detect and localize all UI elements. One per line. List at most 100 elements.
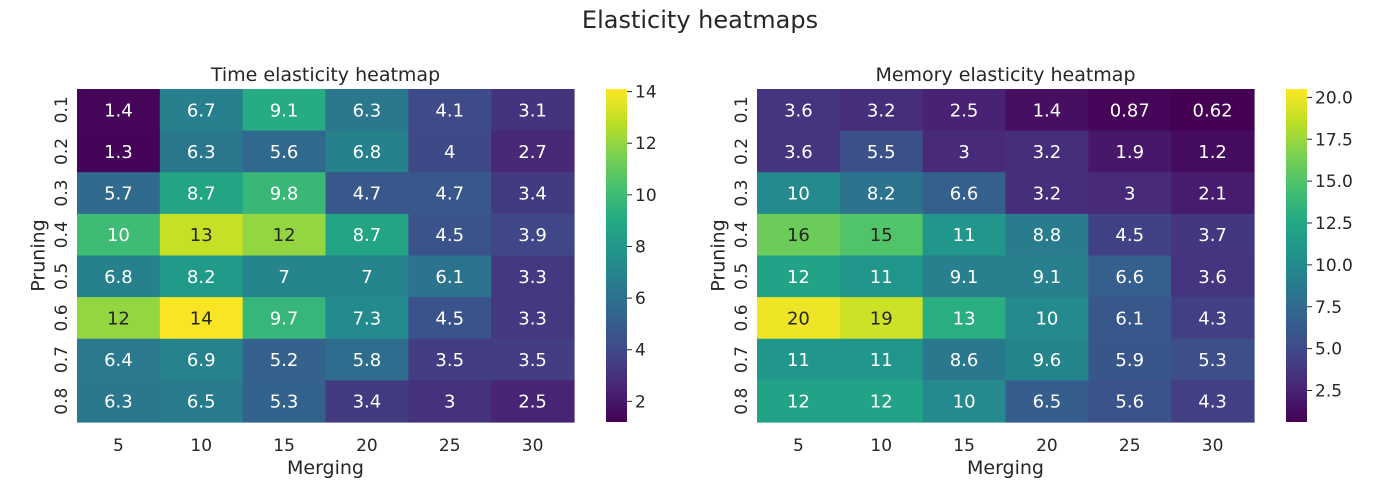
cell-value-label: 6.4 — [104, 350, 133, 371]
x-tick-label: 30 — [1202, 436, 1224, 456]
colorbar-tick-label: 12 — [635, 134, 657, 154]
x-tick-label: 10 — [870, 436, 892, 456]
cell-value-label: 6.1 — [435, 267, 464, 288]
cell-value-label: 9.6 — [1033, 350, 1062, 371]
heatmap-cell — [922, 130, 1007, 173]
colorbar-tick-label: 4 — [635, 341, 646, 361]
cell-value-label: 3.9 — [518, 225, 547, 246]
heatmap-cell — [1088, 255, 1172, 298]
cell-value-label: 10 — [787, 184, 810, 205]
heatmap-cell — [1088, 338, 1172, 381]
cell-value-label: 6.9 — [187, 350, 216, 371]
cell-value-label: 6.6 — [1115, 267, 1144, 288]
heatmap-cell — [408, 213, 492, 257]
y-tick-label: 0.6 — [52, 304, 72, 331]
cell-value-label: 19 — [870, 308, 893, 329]
heatmap-cell — [77, 297, 161, 340]
heatmap-cell — [1005, 172, 1089, 215]
heatmap-cell — [757, 172, 841, 215]
heatmap-cell — [1005, 130, 1089, 173]
cell-value-label: 6.5 — [1033, 392, 1062, 413]
heatmap-cell — [159, 297, 244, 340]
heatmap-cell — [159, 172, 244, 215]
heatmap-cell — [77, 89, 161, 132]
y-tick-label: 0.4 — [732, 221, 752, 248]
heatmap-cell — [839, 297, 924, 340]
heatmap-cell — [1088, 213, 1172, 257]
x-axis-label: Merging — [287, 457, 364, 479]
heatmap-cell — [491, 297, 575, 340]
heatmap-cell — [325, 89, 409, 132]
heatmap-cell — [922, 297, 1007, 340]
cell-value-label: 8.2 — [187, 267, 216, 288]
x-tick-label: 15 — [953, 436, 975, 456]
colorbar-tick-label: 8 — [635, 237, 646, 257]
cell-value-label: 14 — [190, 308, 213, 329]
cell-value-label: 3 — [444, 392, 455, 413]
cell-value-label: 2.1 — [1198, 184, 1227, 205]
cell-value-label: 13 — [953, 308, 976, 329]
heatmap-cell — [77, 213, 161, 257]
cell-value-label: 4.7 — [435, 184, 464, 205]
cell-value-label: 3.6 — [1198, 267, 1227, 288]
cell-value-label: 4.7 — [353, 184, 382, 205]
heatmap-cell — [159, 338, 244, 381]
cell-value-label: 3.2 — [1033, 184, 1062, 205]
cell-value-label: 6.3 — [104, 392, 133, 413]
heatmap-cell — [77, 130, 161, 173]
heatmap-cell — [839, 380, 924, 423]
heatmap-cell — [839, 338, 924, 381]
heatmap-cell — [491, 89, 575, 132]
cell-value-label: 3.4 — [353, 392, 382, 413]
cell-value-label: 4.5 — [435, 225, 464, 246]
heatmap-cell — [757, 380, 841, 423]
cell-value-label: 1.2 — [1198, 142, 1227, 163]
heatmap-cell — [839, 130, 924, 173]
x-tick-label: 5 — [113, 436, 124, 456]
cell-value-label: 12 — [273, 225, 296, 246]
y-axis-label: Pruning — [708, 219, 730, 291]
x-axis-label: Merging — [967, 457, 1044, 479]
y-tick-label: 0.2 — [732, 138, 752, 165]
cell-value-label: 4.5 — [1115, 225, 1144, 246]
cell-value-label: 3.7 — [1198, 225, 1227, 246]
heatmap-cell — [1088, 89, 1172, 132]
cell-value-label: 10 — [107, 225, 130, 246]
cell-value-label: 13 — [190, 225, 213, 246]
cell-value-label: 12 — [787, 267, 810, 288]
x-tick-label: 20 — [1036, 436, 1058, 456]
heatmap-cell — [77, 255, 161, 298]
y-tick-label: 0.5 — [732, 263, 752, 290]
heatmap-cell — [757, 89, 841, 132]
colorbar — [1286, 89, 1307, 422]
heatmap-cell — [159, 213, 244, 257]
y-tick-label: 0.3 — [732, 180, 752, 207]
cell-value-label: 3.2 — [1033, 142, 1062, 163]
cell-value-label: 5.7 — [104, 184, 133, 205]
heatmap-cell — [325, 255, 409, 298]
y-tick-label: 0.3 — [52, 180, 72, 207]
heatmap-cell — [408, 297, 492, 340]
cell-value-label: 3.6 — [784, 142, 813, 163]
colorbar-tick-label: 12.5 — [1315, 214, 1353, 234]
y-tick-label: 0.4 — [52, 221, 72, 248]
heatmap-cell — [839, 89, 924, 132]
x-tick-label: 15 — [273, 436, 295, 456]
heatmap-panel-2: 3.6 3.2 2.5 1.4 0.87 0.62 3.6 5.5 3 3.2 1.9 1.2 10 8.… — [708, 64, 1353, 479]
colorbar-tick-label: 15.0 — [1315, 172, 1353, 192]
heatmap-cell — [839, 255, 924, 298]
cell-value-label: 4.3 — [1198, 392, 1227, 413]
cell-value-label: 3.5 — [518, 350, 547, 371]
heatmap-cell — [757, 255, 841, 298]
cell-value-label: 9.1 — [270, 100, 299, 121]
heatmap-cell — [922, 213, 1007, 257]
cell-value-label: 4 — [444, 142, 455, 163]
cell-value-label: 11 — [787, 350, 810, 371]
cell-value-label: 15 — [870, 225, 893, 246]
cell-value-label: 5.6 — [1115, 392, 1144, 413]
heatmap-cell — [1005, 89, 1089, 132]
cell-value-label: 1.9 — [1115, 142, 1144, 163]
cell-value-label: 5.9 — [1115, 350, 1144, 371]
cell-value-label: 2.7 — [518, 142, 547, 163]
